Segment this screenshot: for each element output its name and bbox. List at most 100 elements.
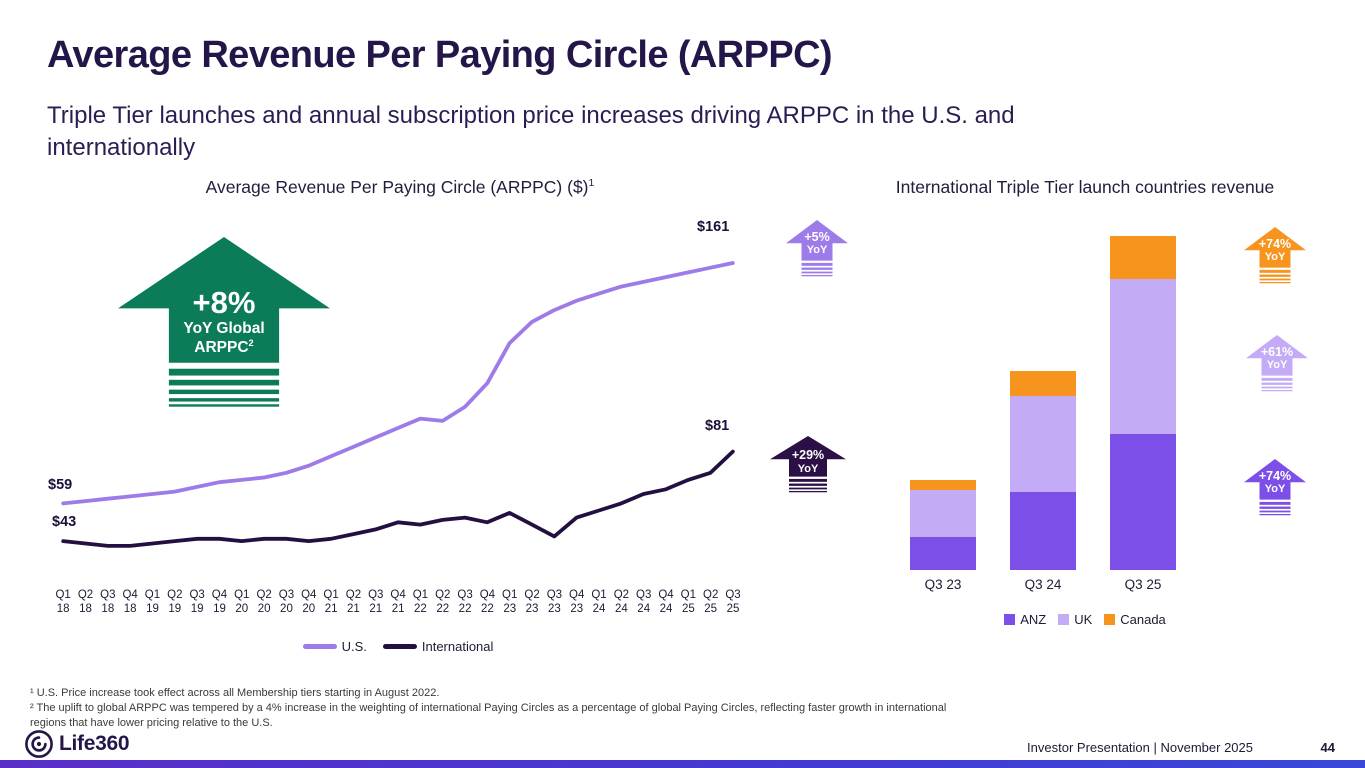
yoy-arrow-text: +29% YoY [770, 436, 846, 494]
x-tick-label: Q1 24 [591, 589, 607, 616]
x-tick-label: Q3 19 [189, 589, 205, 616]
legend-swatch [1058, 614, 1070, 625]
x-tick-label: Q1 21 [323, 589, 339, 616]
bar-segment-uk [1110, 279, 1176, 434]
x-tick-label: Q3 25 [725, 589, 741, 616]
bar-q3-25 [1110, 236, 1176, 570]
line-chart-title: Average Revenue Per Paying Circle (ARPPC… [60, 177, 740, 198]
x-tick-label: Q4 24 [658, 589, 674, 616]
global-arppc-yoy-text: +8% YoY Global ARPPC2 [118, 286, 330, 356]
x-tick-label: Q4 19 [211, 589, 228, 616]
x-tick-label: Q4 22 [479, 589, 496, 616]
x-tick-label: Q3 18 [100, 589, 116, 616]
uk-yoy-arrow: +61% YoY [1246, 335, 1308, 393]
x-tick-label: Q4 21 [390, 589, 406, 616]
x-tick-label: Q3 24 [636, 589, 652, 616]
legend-swatch [1104, 614, 1116, 625]
x-tick-label: Q4 18 [122, 589, 138, 616]
x-tick-label: Q3 21 [368, 589, 384, 616]
up-arrow-icon [1244, 459, 1306, 516]
yoy-arrow-sub: YoY [1266, 359, 1288, 372]
bar-segment-anz [1110, 434, 1176, 570]
legend-item-international: International [382, 639, 494, 654]
bar-x-label: Q3 24 [1024, 577, 1062, 592]
legend-item-canada: Canada [1104, 612, 1166, 627]
global-arppc-sub-2: ARPPC2 [118, 338, 330, 357]
bar-chart-x-axis: Q3 23 Q3 24 Q3 25 [910, 577, 1176, 592]
yoy-arrow-pct: +5% [804, 229, 830, 244]
x-tick-label: Q1 22 [412, 589, 429, 616]
x-tick-label: Q2 20 [256, 589, 272, 616]
x-tick-label: Q2 24 [613, 589, 630, 616]
international-end-value-label: $81 [705, 418, 730, 434]
life360-logo-text: Life360 [59, 732, 130, 755]
bar-segment-canada [910, 479, 976, 491]
us-yoy-arrow: +5% YoY [786, 220, 848, 278]
bar-segment-canada [1110, 236, 1176, 280]
up-arrow-icon [786, 220, 848, 277]
bar-x-label: Q3 23 [924, 577, 962, 592]
us-end-value-label: $161 [697, 219, 730, 235]
x-tick-label: Q1 25 [680, 589, 697, 616]
canada-yoy-arrow: +74% YoY [1244, 227, 1306, 285]
life360-logo: Life360 [24, 729, 130, 759]
yoy-arrow-pct: +74% [1258, 236, 1292, 251]
legend-swatch [302, 644, 337, 649]
slide-title: Average Revenue Per Paying Circle (ARPPC… [47, 34, 833, 76]
international-start-value-label: $43 [52, 514, 77, 530]
footnote-1: ¹ U.S. Price increase took effect across… [30, 687, 440, 699]
yoy-arrow-pct: +29% [791, 447, 825, 462]
line-chart-legend: U.S. International [52, 639, 744, 654]
bar-x-label: Q3 25 [1124, 577, 1162, 592]
yoy-arrow-sub: YoY [1264, 483, 1286, 496]
x-tick-label: Q2 22 [435, 589, 451, 616]
legend-label: ANZ [1020, 612, 1047, 627]
x-tick-label: Q3 22 [457, 589, 473, 616]
x-tick-label: Q3 20 [278, 589, 295, 616]
global-arppc-pct: +8% [192, 285, 256, 321]
x-tick-label: Q2 23 [524, 589, 540, 616]
x-tick-label: Q1 19 [144, 589, 161, 616]
footer-presentation-label: Investor Presentation | November 2025 [1027, 740, 1253, 755]
bar-q3-23 [910, 479, 976, 570]
international-yoy-arrow: +29% YoY [770, 436, 846, 494]
subtitle-line-2: internationally [47, 133, 196, 161]
legend-swatch [1004, 614, 1016, 625]
bar-segment-anz [910, 536, 976, 570]
legend-label: International [421, 639, 494, 654]
yoy-arrow-sub: YoY [806, 244, 828, 257]
legend-label: Canada [1120, 612, 1166, 627]
yoy-arrow-pct: +61% [1260, 344, 1294, 359]
subtitle-line-1: Triple Tier launches and annual subscrip… [47, 102, 1015, 129]
bar-segment-uk [1010, 395, 1076, 493]
up-arrow-icon [1246, 335, 1308, 392]
x-tick-label: Q2 25 [703, 589, 719, 616]
life360-logo-icon [25, 730, 53, 758]
x-tick-label: Q1 23 [502, 589, 518, 616]
x-tick-label: Q2 21 [345, 589, 362, 616]
up-arrow-icon [1244, 227, 1306, 284]
yoy-arrow-text: +61% YoY [1246, 335, 1308, 393]
legend-item-uk: UK [1058, 612, 1092, 627]
x-tick-label: Q4 20 [301, 589, 317, 616]
bar-chart-legend: ANZ UK Canada [850, 612, 1320, 627]
global-arppc-sub-2-sup: 2 [248, 337, 254, 348]
series-line-international [61, 449, 735, 548]
legend-item-u-s-: U.S. [302, 639, 367, 654]
yoy-arrow-sub: YoY [1264, 251, 1286, 264]
slide-subtitle: Triple Tier launches and annual subscrip… [47, 100, 1015, 163]
legend-swatch [382, 644, 417, 649]
line-chart-title-sup: 1 [588, 177, 595, 190]
x-tick-label: Q4 23 [569, 589, 585, 616]
bar-chart [910, 236, 1176, 570]
legend-label: U.S. [341, 639, 367, 654]
footnote-2: ² The uplift to global ARPPC was tempere… [30, 702, 947, 730]
line-chart-title-text: Average Revenue Per Paying Circle (ARPPC… [205, 177, 589, 197]
yoy-arrow-pct: +74% [1258, 468, 1292, 483]
bottom-accent-bar [0, 760, 1365, 768]
bar-segment-canada [1010, 371, 1076, 396]
yoy-arrow-sub: YoY [797, 462, 819, 475]
us-start-value-label: $59 [48, 477, 73, 493]
x-tick-label: Q2 18 [77, 589, 94, 616]
bar-segment-uk [910, 490, 976, 537]
